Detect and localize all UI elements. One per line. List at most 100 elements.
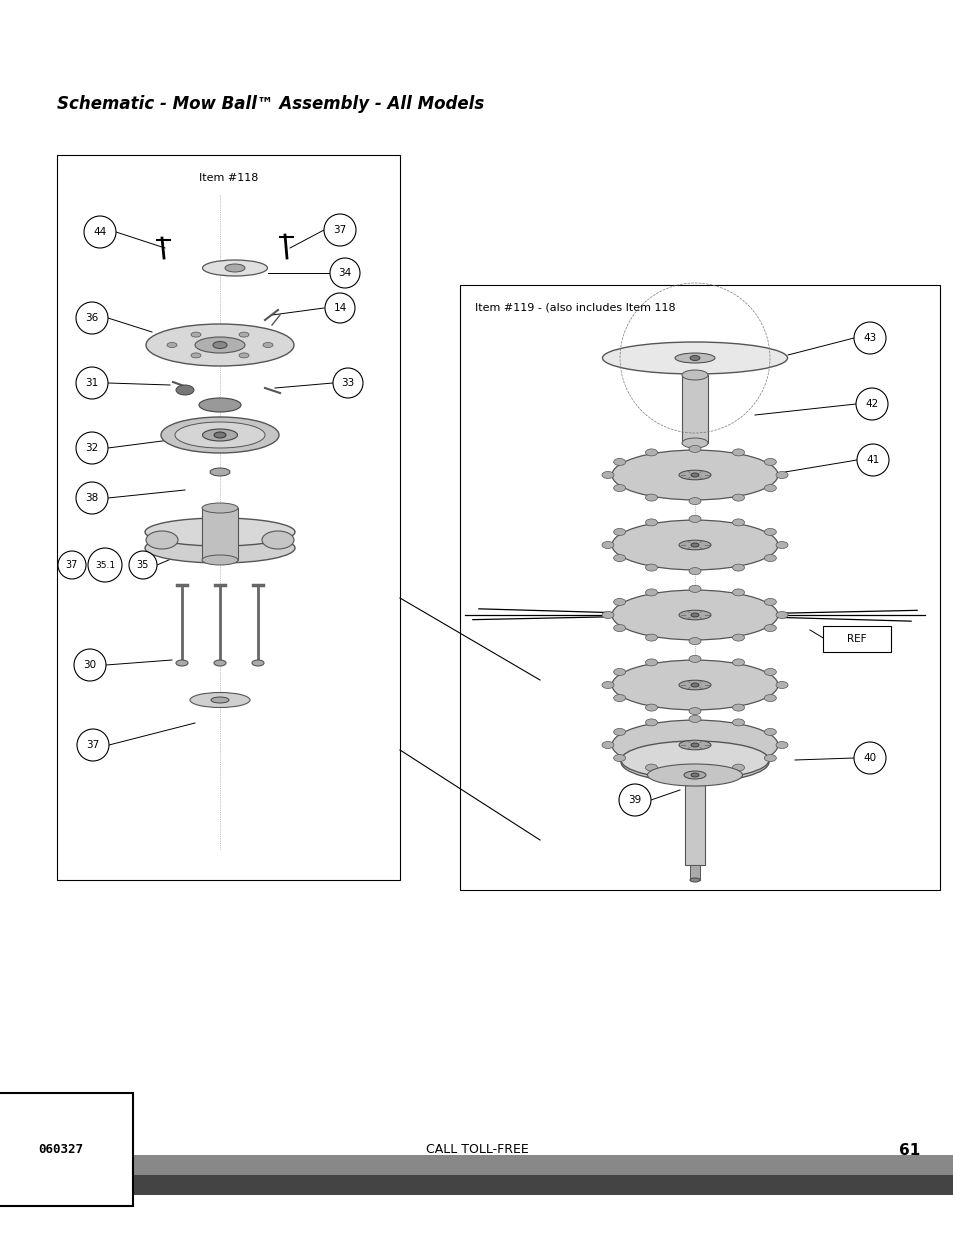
Ellipse shape <box>174 422 265 448</box>
Circle shape <box>76 367 108 399</box>
Ellipse shape <box>213 432 226 438</box>
Text: REF: REF <box>846 634 866 643</box>
Ellipse shape <box>612 590 778 640</box>
FancyBboxPatch shape <box>822 626 890 652</box>
Ellipse shape <box>688 637 700 645</box>
Ellipse shape <box>732 589 743 597</box>
Ellipse shape <box>690 473 699 477</box>
Ellipse shape <box>645 719 657 726</box>
Text: 37: 37 <box>66 559 78 571</box>
Ellipse shape <box>763 458 776 466</box>
Ellipse shape <box>202 429 237 441</box>
Text: 43: 43 <box>862 333 876 343</box>
Ellipse shape <box>645 704 657 711</box>
Ellipse shape <box>620 741 768 779</box>
Circle shape <box>88 548 122 582</box>
Circle shape <box>853 322 885 354</box>
Ellipse shape <box>613 625 625 631</box>
Circle shape <box>853 742 885 774</box>
Circle shape <box>333 368 363 398</box>
Ellipse shape <box>732 764 743 771</box>
Ellipse shape <box>681 438 707 448</box>
Circle shape <box>58 551 86 579</box>
FancyBboxPatch shape <box>0 1155 953 1174</box>
Ellipse shape <box>732 519 743 526</box>
FancyBboxPatch shape <box>57 156 399 881</box>
Circle shape <box>129 551 157 579</box>
Ellipse shape <box>679 740 710 750</box>
Ellipse shape <box>645 764 657 771</box>
Circle shape <box>325 293 355 324</box>
Ellipse shape <box>763 668 776 676</box>
Ellipse shape <box>775 472 787 478</box>
Text: Schematic - Mow Ball™ Assembly - All Models: Schematic - Mow Ball™ Assembly - All Mod… <box>57 95 484 112</box>
Ellipse shape <box>202 555 237 564</box>
Ellipse shape <box>732 494 743 501</box>
Ellipse shape <box>175 385 193 395</box>
Text: 61: 61 <box>898 1144 919 1158</box>
Ellipse shape <box>732 448 743 456</box>
Text: 35: 35 <box>136 559 149 571</box>
Ellipse shape <box>690 543 699 547</box>
Ellipse shape <box>613 458 625 466</box>
Text: 34: 34 <box>338 268 352 278</box>
Text: 36: 36 <box>85 312 98 324</box>
Ellipse shape <box>645 494 657 501</box>
Ellipse shape <box>645 659 657 666</box>
Ellipse shape <box>775 682 787 688</box>
Ellipse shape <box>612 520 778 569</box>
Ellipse shape <box>239 332 249 337</box>
Ellipse shape <box>690 743 699 747</box>
Ellipse shape <box>191 353 201 358</box>
Ellipse shape <box>775 741 787 748</box>
Ellipse shape <box>601 741 614 748</box>
Ellipse shape <box>763 729 776 736</box>
Ellipse shape <box>601 682 614 688</box>
Ellipse shape <box>681 370 707 380</box>
Ellipse shape <box>145 534 294 563</box>
Ellipse shape <box>613 484 625 492</box>
Ellipse shape <box>263 342 273 347</box>
Ellipse shape <box>688 498 700 505</box>
Text: 42: 42 <box>864 399 878 409</box>
Ellipse shape <box>613 668 625 676</box>
Ellipse shape <box>690 613 699 618</box>
Ellipse shape <box>763 555 776 562</box>
Ellipse shape <box>601 541 614 548</box>
Ellipse shape <box>679 610 710 620</box>
Ellipse shape <box>613 755 625 762</box>
Ellipse shape <box>613 599 625 605</box>
Ellipse shape <box>763 755 776 762</box>
Circle shape <box>324 214 355 246</box>
Ellipse shape <box>252 659 264 666</box>
Ellipse shape <box>213 659 226 666</box>
Ellipse shape <box>688 768 700 774</box>
Text: 40: 40 <box>862 753 876 763</box>
Ellipse shape <box>225 264 245 272</box>
Text: 37: 37 <box>333 225 346 235</box>
Ellipse shape <box>190 693 250 708</box>
Ellipse shape <box>645 634 657 641</box>
Ellipse shape <box>613 729 625 736</box>
Ellipse shape <box>683 771 705 779</box>
Ellipse shape <box>167 342 177 347</box>
Ellipse shape <box>775 611 787 619</box>
Ellipse shape <box>199 398 241 412</box>
Ellipse shape <box>612 659 778 710</box>
Ellipse shape <box>613 555 625 562</box>
FancyBboxPatch shape <box>459 285 939 890</box>
Ellipse shape <box>690 683 699 687</box>
Ellipse shape <box>262 531 294 550</box>
Circle shape <box>77 729 109 761</box>
Circle shape <box>74 650 106 680</box>
Ellipse shape <box>688 568 700 574</box>
Ellipse shape <box>732 634 743 641</box>
FancyBboxPatch shape <box>684 785 704 864</box>
Ellipse shape <box>601 472 614 478</box>
Ellipse shape <box>688 708 700 715</box>
Ellipse shape <box>763 694 776 701</box>
Text: 44: 44 <box>93 227 107 237</box>
Ellipse shape <box>620 742 768 782</box>
Ellipse shape <box>688 446 700 452</box>
Ellipse shape <box>601 611 614 619</box>
